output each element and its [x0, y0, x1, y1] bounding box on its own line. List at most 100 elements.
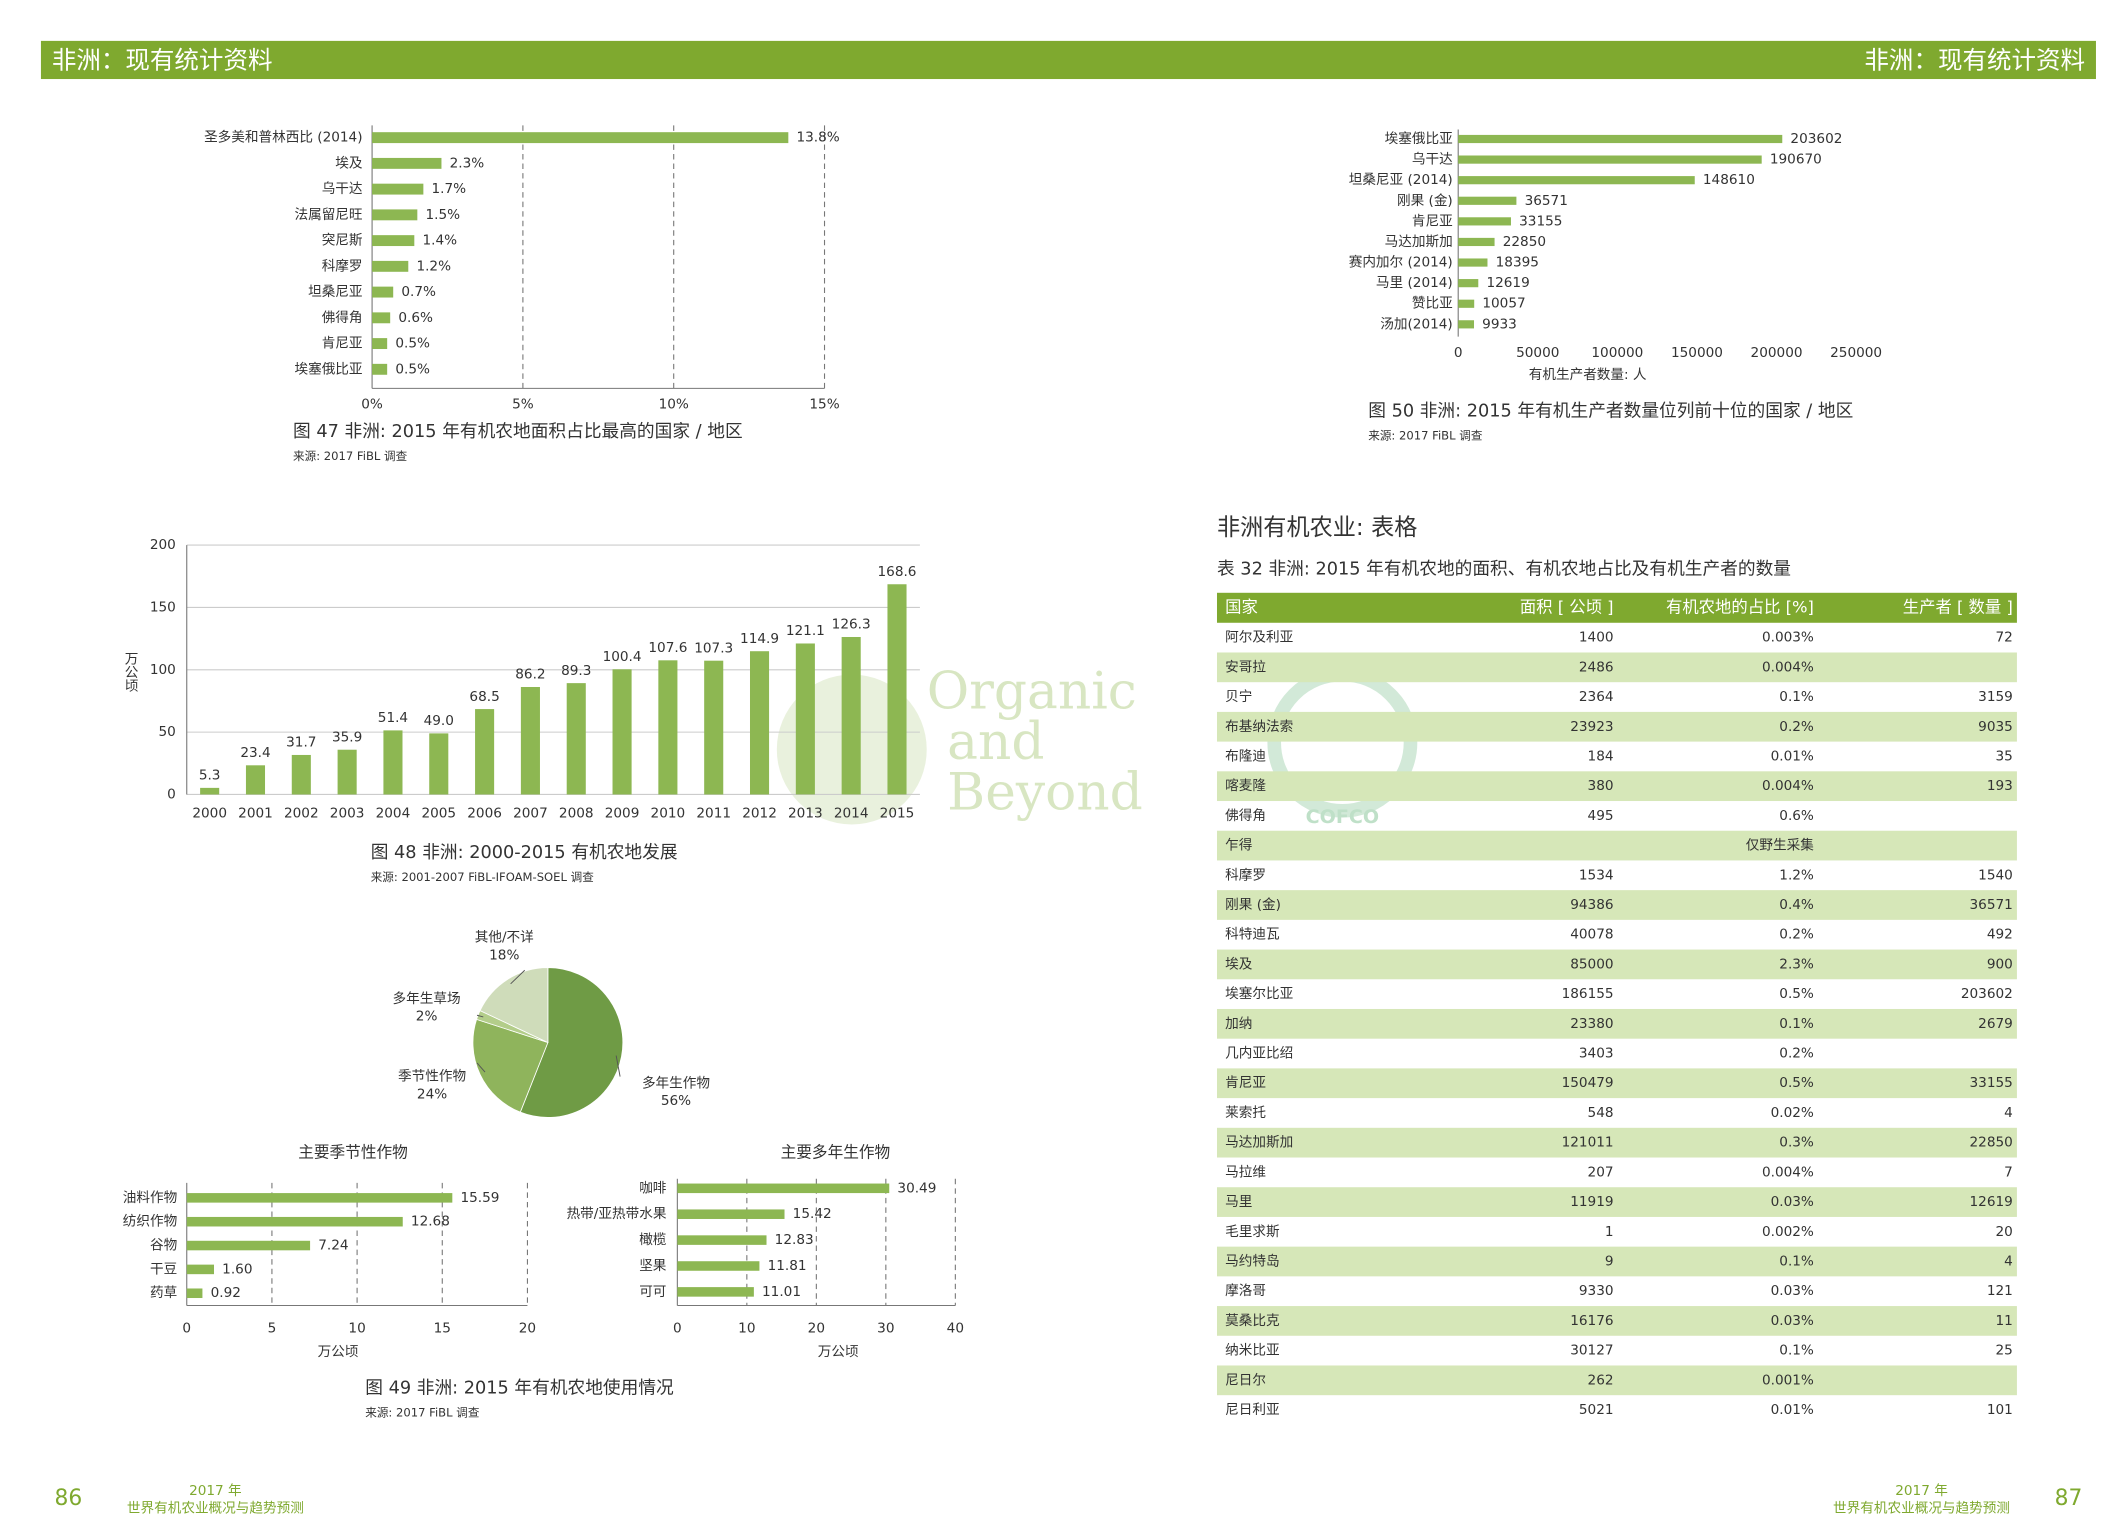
- value-label: 1.4%: [422, 233, 457, 249]
- footer-year: 2017 年: [1895, 1483, 1948, 1499]
- bar: [1458, 299, 1475, 308]
- table-cell: 0.03%: [1771, 1313, 1814, 1329]
- value-label: 100.4: [603, 649, 642, 665]
- table-cell: 9330: [1579, 1283, 1614, 1299]
- category-label: 坚果: [639, 1258, 667, 1274]
- slice-label: 多年生草场: [393, 990, 461, 1007]
- bar: [1458, 258, 1488, 267]
- x-tick-label: 2004: [376, 806, 411, 822]
- bar: [372, 286, 394, 298]
- footer-book: 世界有机农业概况与趋势预测: [127, 1501, 304, 1517]
- bar: [795, 643, 815, 795]
- category-label: 可可: [639, 1284, 666, 1300]
- category-label: 坦桑尼亚: [308, 284, 362, 300]
- bar: [1458, 196, 1517, 205]
- table-cell: 0.1%: [1779, 689, 1814, 705]
- watermark-text: Organic: [927, 662, 1137, 722]
- source: 来源: 2017 FiBL 调查: [293, 449, 408, 463]
- x-tick-label: 2009: [605, 806, 640, 822]
- x-tick-label: 2006: [467, 806, 502, 822]
- table-cell: 40078: [1570, 927, 1613, 943]
- table-subtitle: 表 32 非洲: 2015 年有机农地的面积、有机农地占比及有机生产者的数量: [1217, 559, 1791, 580]
- table-cell: 佛得角: [1225, 807, 1266, 824]
- bar: [372, 235, 415, 247]
- value-label: 190670: [1770, 152, 1822, 168]
- x-tick-label: 2012: [742, 806, 777, 822]
- value-label: 126.3: [832, 617, 871, 633]
- bar: [1458, 279, 1479, 288]
- table-cell: 101: [1987, 1402, 2013, 1418]
- row-band: [1216, 1127, 2017, 1158]
- table-cell: 2.3%: [1779, 956, 1814, 972]
- table-cell: 23923: [1570, 719, 1613, 735]
- caption: 图 49 非洲: 2015 年有机农地使用情况: [365, 1378, 674, 1399]
- category-label: 坦桑尼亚 (2014): [1349, 172, 1453, 188]
- slice-value: 24%: [417, 1086, 447, 1102]
- table-cell: 肯尼亚: [1225, 1075, 1266, 1091]
- bar: [372, 183, 424, 195]
- pie-slice: [479, 967, 549, 1044]
- watermark: Organic and Beyond COFCO: [776, 662, 1418, 828]
- row-band: [1216, 949, 2017, 980]
- x-tick-label: 15: [434, 1321, 451, 1337]
- table-cell: 0.004%: [1762, 1164, 1814, 1180]
- value-label: 12.83: [775, 1232, 814, 1248]
- value-label: 15.42: [793, 1206, 832, 1222]
- bar: [1458, 134, 1783, 144]
- value-label: 5.3: [199, 768, 221, 784]
- bar: [677, 1183, 890, 1194]
- value-label: 23.4: [240, 745, 270, 761]
- x-tick-label: 2001: [238, 806, 273, 822]
- slice-value: 18%: [489, 947, 519, 963]
- table-cell: 1400: [1579, 630, 1614, 646]
- row-band: [1216, 890, 2017, 920]
- table-cell: 布隆迪: [1225, 748, 1266, 764]
- table-cell: 495: [1588, 808, 1614, 824]
- table-cell: 马达加斯加: [1225, 1135, 1293, 1151]
- x-axis-label: 万公顷: [818, 1344, 859, 1360]
- category-label: 佛得角: [322, 309, 363, 326]
- category-label: 热带/亚热带水果: [567, 1206, 667, 1222]
- table-cell: 0.2%: [1779, 1046, 1814, 1062]
- table-cell: 0.03%: [1771, 1283, 1814, 1299]
- source: 来源: 2017 FiBL 调查: [365, 1406, 480, 1420]
- row-band: [1216, 771, 2017, 802]
- source: 来源: 2017 FiBL 调查: [1368, 429, 1483, 443]
- category-label: 乌干达: [322, 181, 363, 197]
- bar: [1458, 176, 1695, 185]
- table-cell: 11: [1996, 1313, 2013, 1329]
- table-cell: 203602: [1961, 986, 2013, 1002]
- footer-year: 2017 年: [189, 1483, 242, 1499]
- bar: [520, 686, 540, 795]
- table-cell: 纳米比亚: [1225, 1343, 1279, 1359]
- value-label: 15.59: [460, 1190, 499, 1206]
- table-cell: 0.6%: [1779, 808, 1814, 824]
- table-cell: 3403: [1579, 1046, 1614, 1062]
- x-tick-label: 50000: [1516, 345, 1559, 361]
- category-label: 橄榄: [639, 1231, 667, 1248]
- table-cell: 22850: [1970, 1135, 2013, 1151]
- table-cell: 加纳: [1225, 1016, 1252, 1032]
- x-tick-label: 2005: [421, 806, 456, 822]
- row-band: [1216, 1187, 2017, 1217]
- value-label: 31.7: [286, 735, 316, 751]
- y-tick-label: 150: [150, 599, 176, 615]
- table-cell: 0.1%: [1779, 1016, 1814, 1032]
- bar: [186, 1264, 215, 1275]
- category-label: 科摩罗: [322, 257, 363, 274]
- value-label: 1.2%: [416, 258, 451, 274]
- table-cell: 科特迪瓦: [1225, 927, 1280, 943]
- x-tick-label: 2003: [330, 806, 365, 822]
- table-cell: 尼日尔: [1225, 1372, 1266, 1388]
- table-cell: 121: [1987, 1283, 2013, 1299]
- caption: 图 47 非洲: 2015 年有机农地面积占比最高的国家 / 地区: [293, 421, 743, 442]
- value-label: 9933: [1482, 316, 1517, 332]
- bar: [841, 636, 861, 795]
- table-cell: 0.002%: [1762, 1224, 1814, 1240]
- table-cell: 7: [2004, 1164, 2013, 1180]
- x-tick-label: 2007: [513, 806, 548, 822]
- value-label: 148610: [1703, 172, 1755, 188]
- table-cell: 0.5%: [1779, 1075, 1814, 1091]
- table-cell: 马拉维: [1225, 1164, 1266, 1180]
- bar: [612, 669, 632, 795]
